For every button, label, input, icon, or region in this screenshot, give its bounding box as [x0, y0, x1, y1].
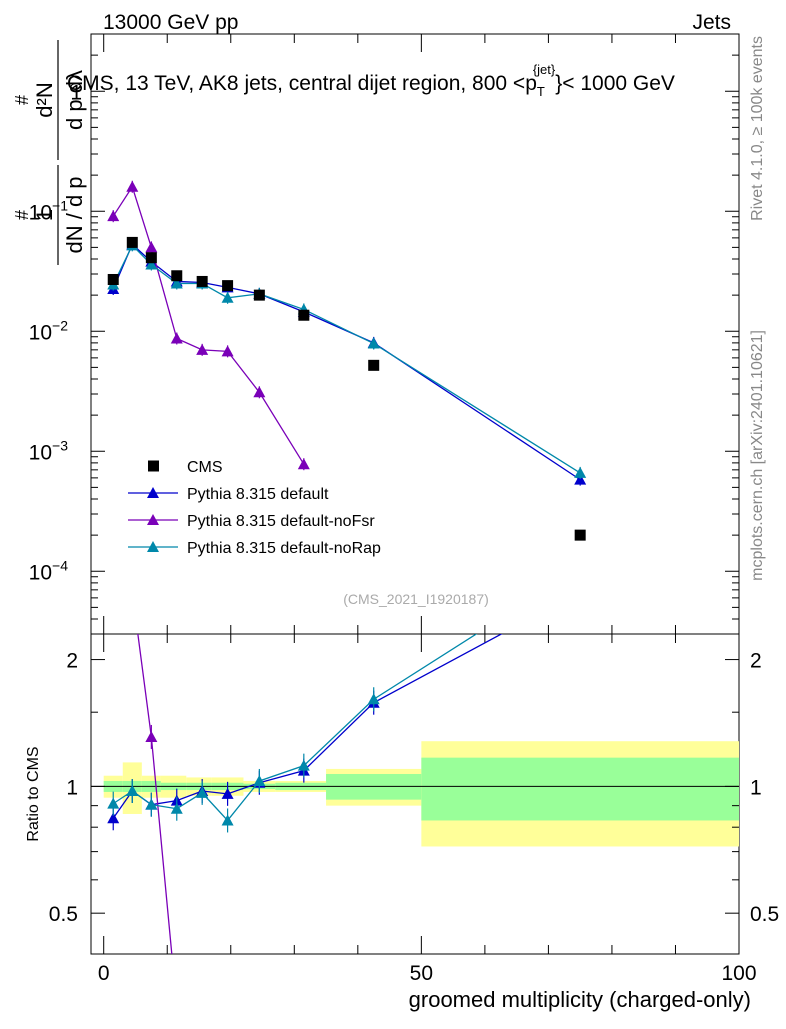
ratio-ytick-label-2: 2 — [66, 650, 78, 673]
rivet-label: Rivet 4.1.0, ≥ 100k events — [749, 36, 766, 221]
ratio-series-noFsr — [137, 634, 173, 954]
svg-text:d²N: d²N — [32, 82, 57, 117]
ratio-point-noRap-0 — [107, 797, 120, 809]
series-point-noRap-3 — [170, 277, 183, 289]
x-tick-label-2: 100 — [721, 962, 756, 985]
series-line-noFsr — [112, 185, 305, 465]
main-ytick-label-0: 1 — [70, 81, 82, 104]
svg-text:dN / d p: dN / d p — [62, 176, 87, 253]
analysis-id: (CMS_2021_I1920187) — [343, 591, 489, 607]
ratio-point-noRap-2 — [145, 798, 158, 810]
ratio-point-noRap-5 — [221, 814, 234, 826]
series-point-noFsr-1 — [126, 180, 139, 192]
ratio-point-noRap-6 — [253, 774, 266, 786]
plot-title-sub: T — [537, 84, 545, 99]
series-line-noRap — [112, 244, 581, 474]
data-point-4 — [196, 275, 208, 287]
x-tick-label-0: 0 — [98, 962, 110, 985]
main-ytick-label-1: 10−1 — [29, 197, 69, 224]
legend-marker-noFsr — [147, 514, 159, 525]
ratio-ytick-label-right-1: 1 — [750, 776, 762, 799]
series-point-noFsr-3 — [170, 332, 183, 344]
plot-title-sup: {jet} — [533, 62, 556, 77]
band-inner-9 — [421, 757, 739, 821]
ratio-point-noRap-3 — [170, 802, 183, 814]
main-ytick-label-3: 10−3 — [29, 437, 69, 464]
svg-text:d p dλ: d p dλ — [62, 70, 87, 130]
plot-title-main: CMS, 13 TeV, AK8 jets, central dijet reg… — [67, 72, 537, 95]
series-layer — [107, 180, 587, 954]
series-point-noFsr-0 — [107, 210, 120, 222]
legend-marker-default — [147, 487, 159, 498]
series-point-noRap-5 — [221, 291, 234, 303]
data-point-0 — [107, 273, 119, 285]
ratio-point-default-5 — [221, 787, 234, 799]
series-point-noRap-8 — [367, 337, 380, 349]
data-point-7 — [298, 309, 310, 321]
svg-text:1: 1 — [32, 209, 57, 221]
ratio-point-noRap-8 — [367, 693, 380, 705]
legend-label-2: Pythia 8.315 default-noFsr — [187, 513, 375, 530]
main-ytick-label-4: 10−4 — [29, 557, 69, 584]
series-point-noRap-2 — [145, 258, 158, 270]
legend-label-0: CMS — [187, 459, 223, 476]
ratio-ytick-label-0: 0.5 — [49, 903, 78, 926]
ratio-point-noRap-7 — [297, 759, 310, 771]
legend-marker-noRap — [147, 541, 159, 552]
series-point-noFsr-5 — [221, 345, 234, 357]
data-point-6 — [253, 289, 265, 301]
ratio-ylabel: Ratio to CMS — [25, 746, 42, 841]
legend: CMS Pythia 8.315 default Pythia 8.315 defa… — [128, 459, 381, 557]
legend-marker-data — [148, 460, 159, 472]
mcplots-label: mcplots.cern.ch [arXiv:2401.10621] — [749, 330, 766, 581]
ratio-line-noRap — [112, 634, 478, 822]
ratio-line-noFsr — [137, 634, 173, 954]
plot-title: CMS, 13 TeV, AK8 jets, central dijet reg… — [67, 62, 675, 99]
header-category: Jets — [692, 11, 731, 34]
svg-text:#: # — [12, 210, 32, 220]
data-point-1 — [126, 236, 138, 248]
data-point-9 — [574, 529, 586, 541]
x-tick-label-1: 50 — [410, 962, 433, 985]
legend-label-3: Pythia 8.315 default-noRap — [187, 540, 381, 557]
axes: 110−110−210−310−40.5 0.51 12 20 50 100 — [29, 33, 779, 985]
series-data — [107, 236, 586, 541]
svg-text:#: # — [12, 95, 32, 105]
ratio-point-noFsr-2 — [145, 730, 158, 742]
ratio-point-noRap-4 — [196, 786, 209, 798]
main-ylabel: # 1 dN / d p # d²N d p dλ — [12, 40, 87, 265]
series-point-noFsr-7 — [297, 458, 310, 470]
series-line-default — [112, 243, 581, 481]
ratio-point-noRap-1 — [126, 785, 139, 797]
series-point-noFsr-2 — [145, 241, 158, 253]
series-point-noRap-9 — [574, 466, 587, 478]
ratio-ytick-label-right-0: 0.5 — [750, 903, 779, 926]
data-point-8 — [368, 359, 380, 371]
plot-title-tail: }< 1000 GeV — [555, 72, 675, 95]
ratio-ytick-label-1: 1 — [66, 776, 78, 799]
main-ytick-label-2: 10−2 — [29, 317, 69, 344]
series-point-noFsr-6 — [253, 386, 266, 398]
data-point-3 — [171, 270, 183, 282]
ratio-series-noRap — [107, 634, 478, 833]
legend-label-1: Pythia 8.315 default — [187, 486, 329, 503]
series-point-default-9 — [574, 473, 587, 485]
series-point-noFsr-4 — [196, 343, 209, 355]
header-energy: 13000 GeV pp — [103, 11, 238, 34]
data-point-5 — [222, 280, 234, 292]
ratio-point-default-0 — [107, 812, 120, 824]
x-axis-label: groomed multiplicity (charged-only) — [409, 987, 751, 1012]
series-noFsr — [107, 180, 310, 471]
data-point-2 — [145, 252, 157, 264]
ratio-ytick-label-right-2: 2 — [750, 650, 762, 673]
